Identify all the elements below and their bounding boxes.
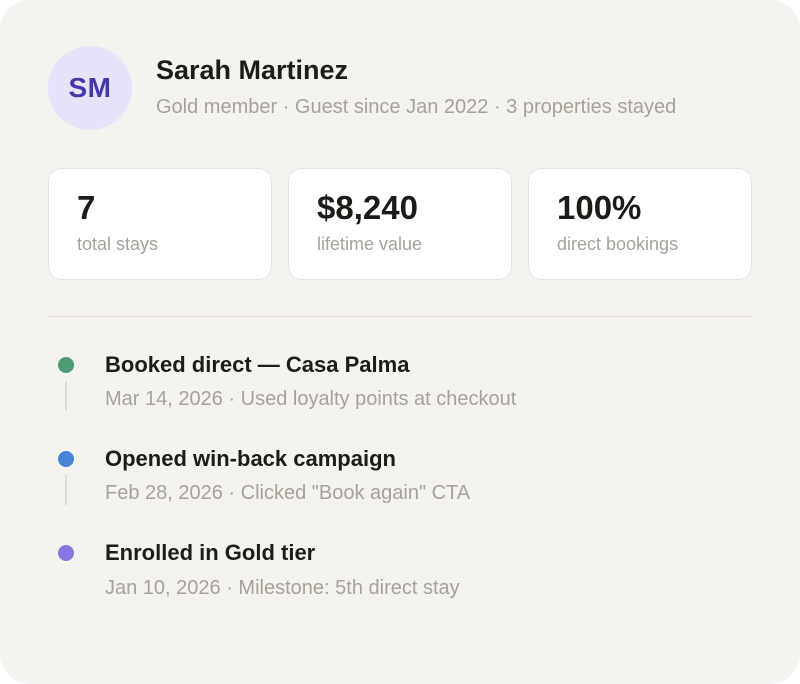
timeline-item: Enrolled in Gold tier Jan 10, 2026 · Mil…: [48, 541, 752, 599]
timeline-item: Booked direct — Casa Palma Mar 14, 2026 …: [48, 352, 752, 412]
timeline-dot-icon: [58, 545, 74, 562]
activity-timeline: Booked direct — Casa Palma Mar 14, 2026 …: [48, 352, 752, 600]
stat-value: 100%: [557, 189, 642, 226]
stat-label: total stays: [77, 234, 159, 255]
timeline-item-body: Opened win-back campaign Feb 28, 2026 · …: [105, 446, 752, 505]
timeline-connector: [65, 381, 67, 412]
timeline-item-title: Booked direct — Casa Palma: [105, 352, 410, 377]
avatar-initials: SM: [68, 72, 112, 103]
timeline-item-body: Enrolled in Gold tier Jan 10, 2026 · Mil…: [105, 541, 752, 599]
timeline-item-title: Opened win-back campaign: [105, 446, 396, 472]
timeline-item-body: Booked direct — Casa Palma Mar 14, 2026 …: [105, 352, 752, 411]
timeline-rail: [48, 541, 105, 599]
guest-name: Sarah Martinez: [156, 55, 349, 85]
stat-card-total-stays: 7 total stays: [48, 168, 272, 280]
timeline-rail: [48, 353, 105, 412]
stat-value: $8,240: [317, 189, 418, 226]
stat-label: direct bookings: [557, 234, 679, 255]
avatar: SM: [48, 46, 132, 130]
section-divider: [48, 316, 752, 317]
timeline-dot-icon: [58, 451, 74, 468]
guest-meta: Gold member · Guest since Jan 2022 · 3 p…: [156, 95, 677, 118]
timeline-item-detail: Feb 28, 2026 · Clicked "Book again" CTA: [105, 482, 471, 505]
stat-label: lifetime value: [317, 234, 423, 255]
stats-row: 7 total stays $8,240 lifetime value 100%…: [48, 168, 752, 280]
timeline-item-title: Enrolled in Gold tier: [105, 540, 316, 566]
stat-value: 7: [77, 189, 96, 226]
timeline-connector: [65, 475, 67, 506]
timeline-item: Opened win-back campaign Feb 28, 2026 · …: [48, 446, 752, 506]
stat-card-lifetime-value: $8,240 lifetime value: [288, 168, 512, 280]
timeline-dot-icon: [58, 357, 74, 373]
timeline-rail: [48, 447, 105, 506]
stat-card-direct-bookings: 100% direct bookings: [528, 168, 752, 280]
timeline-item-detail: Jan 10, 2026 · Milestone: 5th direct sta…: [105, 576, 460, 599]
timeline-item-detail: Mar 14, 2026 · Used loyalty points at ch…: [105, 388, 517, 411]
profile-header-text: Sarah Martinez Gold member · Guest since…: [156, 46, 676, 119]
profile-header: SM Sarah Martinez Gold member · Guest si…: [48, 46, 752, 130]
